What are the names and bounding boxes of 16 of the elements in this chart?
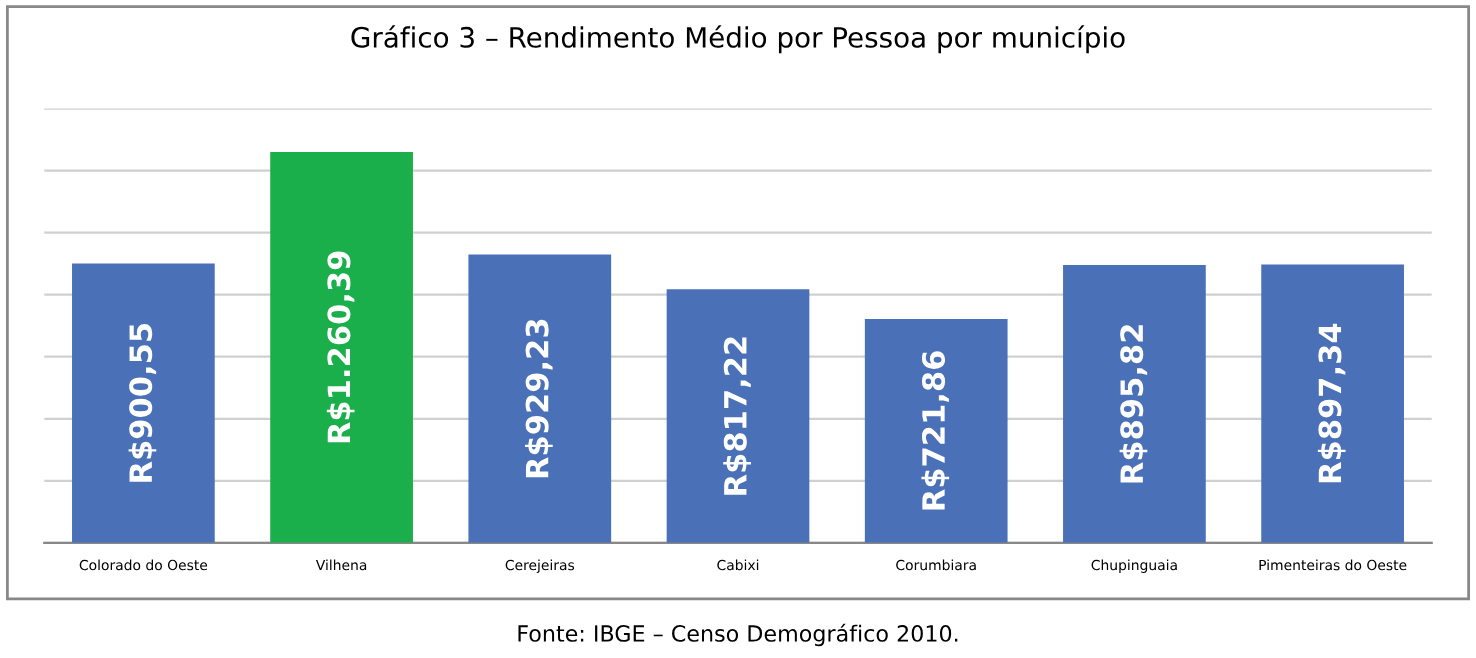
bar	[864, 318, 1008, 543]
data-label: R$721,86	[921, 351, 950, 510]
bar	[666, 289, 810, 543]
bar	[72, 263, 215, 543]
data-label: R$897,34	[1317, 323, 1346, 483]
source-note: Fonte: IBGE – Censo Demográfico 2010.	[518, 623, 958, 647]
bar	[270, 151, 413, 543]
bar	[1063, 264, 1206, 543]
data-label: R$929,23	[525, 319, 553, 478]
chart-title: Gráfico 3 – Rendimento Médio por Pessoa por município	[351, 25, 1125, 54]
data-label: R$817,22	[723, 337, 751, 495]
bar	[468, 254, 612, 543]
data-label: R$895,82	[1119, 325, 1148, 483]
bar	[1261, 264, 1404, 543]
data-label: R$1.260,39	[326, 251, 355, 443]
data-label: R$900,55	[128, 323, 157, 482]
